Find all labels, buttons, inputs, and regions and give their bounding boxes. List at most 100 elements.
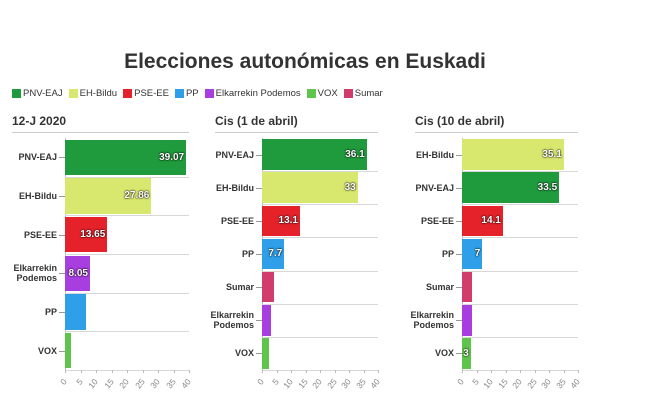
category-label: PNV-EAJ: [215, 149, 254, 160]
x-tick-mark: [534, 370, 536, 373]
row-separator: [65, 215, 189, 217]
x-tick-label: 40: [179, 376, 193, 391]
x-tick-mark: [563, 370, 565, 373]
bar: [462, 338, 471, 369]
bar: [462, 238, 483, 270]
legend: PNV-EAJ EH-Bildu PSE-EE PP Elkarrekin Podemo…: [12, 88, 383, 99]
value-label: 13.65: [80, 229, 106, 241]
category-tick: [256, 187, 262, 189]
x-tick-label: 30: [148, 376, 162, 391]
category-label: Elkarrekin Podemos: [410, 310, 454, 331]
value-label: 35.1: [542, 149, 562, 161]
bar: [262, 205, 300, 237]
value-label: 7.7: [268, 248, 283, 260]
x-tick-mark: [142, 370, 144, 373]
category-label: PP: [44, 306, 57, 317]
x-tick-mark: [80, 370, 82, 373]
value-label: 39.07: [159, 151, 185, 163]
value-label: 7: [474, 248, 481, 260]
category-tick: [456, 154, 462, 156]
category-tick: [59, 157, 65, 159]
legend-label: PP: [185, 88, 199, 99]
category-label: PSE-EE: [420, 215, 454, 226]
bar: [462, 271, 473, 303]
row-separator: [65, 331, 189, 333]
category-tick: [456, 353, 462, 355]
row-separator: [262, 171, 378, 173]
row-separator: [262, 303, 378, 305]
row-separator: [65, 292, 189, 294]
bar: [65, 216, 108, 253]
category-tick: [456, 320, 462, 322]
category-label: Elkarrekin Podemos: [13, 263, 57, 284]
legend-label: Elkarrekin Podemos: [215, 88, 301, 99]
legend-swatch: [204, 89, 214, 98]
x-tick-label: 20: [117, 376, 131, 391]
x-tick-mark: [578, 370, 579, 373]
legend-swatch: [12, 89, 21, 98]
x-tick-mark: [491, 370, 492, 373]
row-separator: [462, 303, 578, 305]
bar: [65, 294, 86, 330]
category-tick: [456, 287, 462, 289]
category-tick: [256, 287, 262, 289]
category-label: PP: [241, 248, 254, 259]
bar: [462, 305, 473, 336]
panel-title: Cis (10 de abril): [415, 114, 505, 128]
x-tick-mark: [158, 370, 159, 373]
legend-swatch: [174, 89, 184, 98]
x-tick-label: 0: [58, 376, 69, 387]
category-tick: [59, 350, 65, 352]
category-tick: [59, 312, 65, 313]
category-label: PSE-EE: [23, 229, 57, 240]
value-label: 36.1: [345, 149, 365, 161]
bar: [65, 255, 90, 292]
bar: [462, 139, 564, 170]
legend-item: PNV-EAJ: [12, 88, 63, 99]
x-tick-mark: [363, 370, 365, 373]
legend-item: PP: [174, 88, 199, 99]
legend-swatch: [68, 89, 78, 98]
value-label: 8.05: [68, 267, 88, 279]
x-tick-mark: [320, 370, 321, 373]
legend-item: PSE-EE: [123, 88, 169, 99]
category-label: Elkarrekin Podemos: [210, 310, 254, 331]
category-label: VOX: [434, 348, 454, 359]
category-label: PP: [441, 248, 454, 259]
category-tick: [256, 353, 262, 355]
bar: [65, 178, 152, 214]
x-tick-mark: [65, 370, 66, 373]
panel-rule: [12, 132, 189, 133]
bar: [262, 139, 367, 170]
x-tick-mark: [173, 370, 175, 373]
legend-label: EH-Bildu: [79, 88, 118, 99]
category-tick: [456, 187, 462, 189]
category-label: Sumar: [425, 282, 454, 293]
category-label: PNV-EAJ: [18, 152, 57, 163]
category-tick: [256, 254, 262, 255]
x-tick-mark: [549, 370, 550, 373]
x-tick-mark: [189, 370, 190, 373]
row-separator: [462, 171, 578, 173]
category-tick: [456, 220, 462, 222]
row-separator: [462, 336, 578, 338]
category-tick: [456, 254, 462, 255]
category-tick: [59, 234, 65, 236]
row-separator: [462, 270, 578, 272]
x-tick-mark: [349, 370, 350, 373]
x-tick-mark: [276, 370, 278, 373]
category-label: VOX: [234, 348, 254, 359]
x-tick-label: 10: [86, 376, 100, 391]
row-separator: [65, 176, 189, 178]
row-separator: [262, 336, 378, 338]
x-tick-mark: [520, 370, 521, 373]
x-tick-mark: [291, 370, 292, 373]
category-tick: [256, 320, 262, 322]
value-label: 13.1: [278, 215, 298, 227]
x-tick-mark: [96, 370, 97, 373]
bar: [262, 238, 285, 270]
x-tick-mark: [462, 370, 463, 373]
category-tick: [256, 154, 262, 156]
bar: [262, 172, 358, 203]
